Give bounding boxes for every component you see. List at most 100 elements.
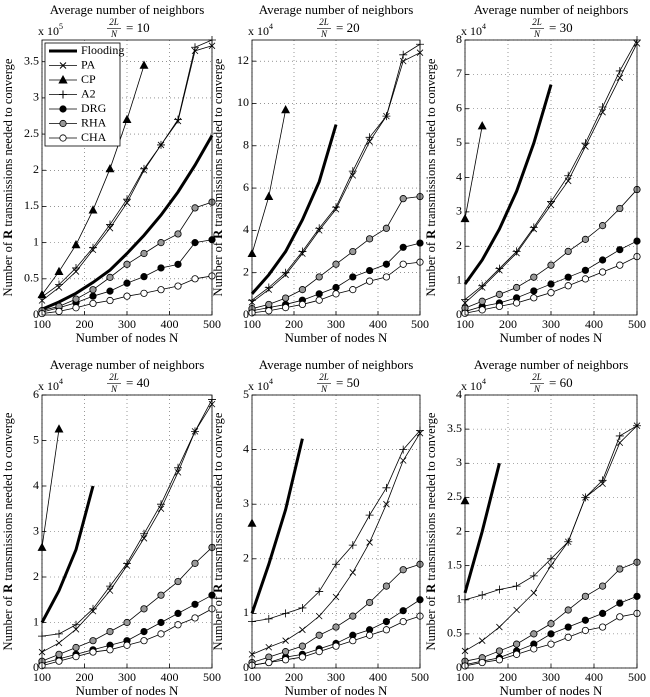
x-tick-label: 300 (327, 670, 345, 684)
marker (349, 569, 357, 576)
subtitle: = 50 (336, 375, 360, 390)
marker (88, 205, 98, 214)
marker (332, 290, 340, 298)
marker (157, 618, 165, 627)
marker (615, 431, 624, 440)
y-multiplier-exponent: 4 (482, 377, 486, 386)
marker (157, 264, 165, 272)
y-tick-label: 12 (237, 53, 249, 67)
x-axis-label: Number of nodes N (500, 330, 604, 345)
y-axis-label-part: transmissions needed to converge (211, 58, 225, 230)
marker (264, 614, 273, 623)
marker (89, 648, 97, 656)
marker (174, 577, 182, 586)
marker (298, 247, 307, 256)
axes-frame (41, 39, 213, 316)
marker (382, 224, 390, 232)
y-multiplier-base: x 10 (461, 379, 482, 393)
axes-frame (251, 39, 421, 316)
x-axis-label: Number of nodes N (285, 330, 389, 345)
y-tick-label: 3 (243, 496, 249, 510)
marker (140, 605, 148, 613)
marker (547, 197, 555, 206)
legend-label: Flooding (81, 43, 124, 57)
marker (72, 643, 80, 652)
marker (495, 264, 504, 273)
marker (140, 535, 148, 542)
fraction-denominator: N (533, 29, 541, 39)
marker (89, 243, 97, 252)
marker (616, 599, 624, 607)
marker (564, 171, 573, 180)
marker (530, 294, 538, 302)
marker (140, 529, 148, 538)
marker (191, 427, 199, 436)
marker (399, 195, 407, 203)
marker (281, 609, 290, 618)
marker (478, 297, 486, 305)
y-tick-label: 8 (456, 32, 462, 46)
y-axis-label-part: R (211, 583, 225, 593)
marker (281, 648, 290, 656)
marker (530, 273, 538, 281)
marker (478, 637, 486, 644)
x-axis-label: Number of nodes N (76, 330, 180, 345)
x-tick-label: 100 (456, 317, 474, 331)
x-tick-label: 200 (76, 670, 94, 684)
marker (564, 273, 572, 281)
marker (174, 230, 182, 238)
title: Average number of neighbors (259, 2, 414, 17)
marker (139, 60, 149, 69)
y-tick-label: 2 (456, 523, 462, 537)
marker (89, 604, 97, 613)
marker (55, 657, 63, 665)
marker (123, 618, 131, 627)
y-tick-label: 3 (33, 523, 39, 537)
marker (299, 626, 306, 634)
y-axis-label-part: R (211, 229, 225, 239)
fraction-denominator: N (320, 384, 328, 394)
fraction-numerator: 2L (109, 17, 119, 27)
marker (191, 43, 199, 52)
x-tick-label: 500 (411, 670, 429, 684)
marker (348, 541, 357, 550)
marker (105, 163, 115, 173)
marker (598, 623, 607, 631)
marker (157, 239, 165, 247)
marker (106, 296, 114, 305)
marker (547, 280, 555, 288)
title: Average number of neighbors (50, 357, 205, 372)
legend-marker (59, 90, 67, 99)
y-tick-label: 4 (243, 222, 249, 236)
marker (191, 239, 199, 247)
marker (581, 493, 590, 502)
x-tick-label: 200 (499, 670, 517, 684)
x-tick-label: 300 (327, 317, 345, 331)
marker (478, 658, 486, 667)
marker (616, 246, 624, 254)
y-tick-label: 2.5 (24, 126, 39, 140)
marker (365, 631, 374, 639)
marker (332, 642, 340, 650)
marker (174, 260, 182, 268)
title: Average number of neighbors (50, 2, 205, 17)
marker (174, 115, 182, 124)
marker (315, 290, 323, 298)
marker (547, 630, 555, 638)
marker (495, 656, 503, 664)
marker (123, 292, 131, 300)
marker (140, 637, 148, 645)
y-tick-label: 0 (33, 307, 39, 321)
fraction-numerator: 2L (532, 372, 542, 382)
marker (89, 299, 97, 308)
axes-frame (41, 394, 213, 669)
marker (365, 235, 374, 243)
marker (349, 637, 357, 645)
marker (265, 300, 273, 309)
marker (495, 290, 503, 298)
y-tick-label: 1 (456, 592, 462, 606)
y-tick-label: 0 (456, 660, 462, 674)
subtitle: = 10 (126, 20, 150, 35)
marker (382, 273, 390, 281)
y-multiplier-base: x 10 (461, 24, 482, 38)
